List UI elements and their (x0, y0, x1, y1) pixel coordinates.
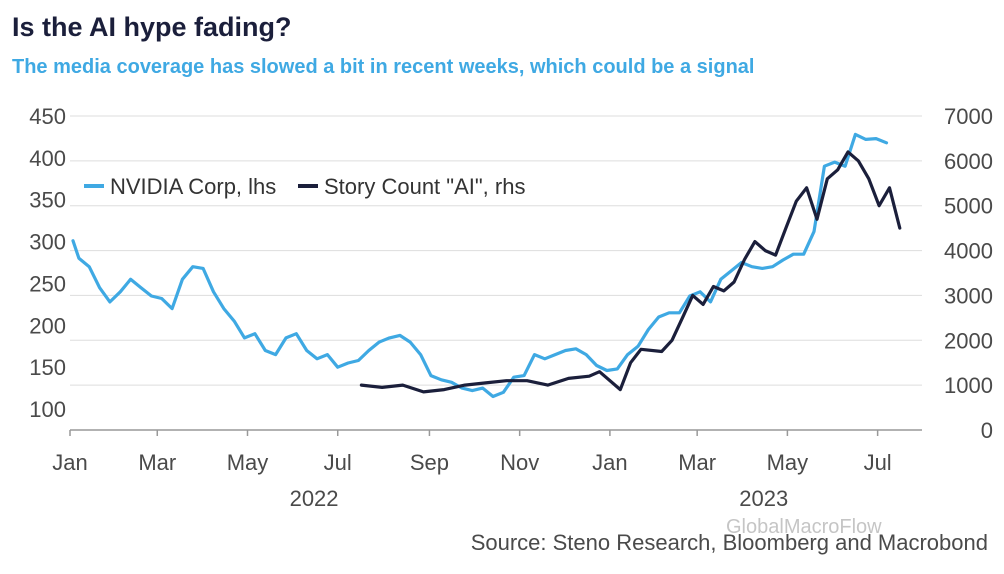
y-right-tick-label: 5000 (944, 194, 993, 219)
x-tick-label: Jan (52, 450, 87, 475)
y-right-tick-label: 6000 (944, 149, 993, 174)
x-tick-label: Jul (324, 450, 352, 475)
y-right-tick-label: 2000 (944, 328, 993, 353)
series-lines (71, 132, 902, 399)
chart-subtitle: The media coverage has slowed a bit in r… (12, 56, 755, 78)
legend-nvidia-label: NVIDIA Corp, lhs (110, 174, 276, 199)
watermark-text: GlobalMacroFlow (726, 516, 882, 538)
y-left-tick-label: 450 (29, 104, 66, 129)
x-tick-label: Jul (864, 450, 892, 475)
gridlines (70, 115, 922, 386)
year-label: 2023 (739, 486, 788, 511)
x-tick-label: Sep (410, 450, 449, 475)
y-right-tick-label: 4000 (944, 239, 993, 264)
y-left-tick-label: 150 (29, 355, 66, 380)
y-left-tick-label: 300 (29, 230, 66, 255)
x-tick-label: Mar (678, 450, 716, 475)
source-note: Source: Steno Research, Bloomberg and Ma… (470, 530, 988, 555)
year-label: 2022 (290, 486, 339, 511)
x-tick-label: Nov (500, 450, 539, 475)
y-left-tick-label: 250 (29, 271, 66, 296)
y-right-tick-label: 0 (981, 418, 993, 443)
y-left-tick-label: 100 (29, 397, 66, 422)
story-count-line (359, 150, 902, 394)
x-tick-label: May (767, 450, 809, 475)
axes: 100 150 200 250 300 350 400 450 0 1000 2000 3000 400… (29, 104, 993, 511)
x-tick-label: Mar (138, 450, 176, 475)
y-left-tick-label: 200 (29, 313, 66, 338)
x-tick-label: Jan (592, 450, 627, 475)
y-right-tick-label: 3000 (944, 283, 993, 308)
y-left-tick-label: 400 (29, 146, 66, 171)
legend-story-count-label: Story Count "AI", rhs (324, 174, 525, 199)
chart-title: Is the AI hype fading? (12, 12, 292, 42)
legend: NVIDIA Corp, lhs Story Count "AI", rhs (84, 174, 525, 199)
x-tick-label: May (227, 450, 269, 475)
nvidia-line (71, 132, 889, 399)
y-left-tick-label: 350 (29, 188, 66, 213)
y-right-tick-label: 1000 (944, 373, 993, 398)
y-right-tick-label: 7000 (944, 104, 993, 129)
